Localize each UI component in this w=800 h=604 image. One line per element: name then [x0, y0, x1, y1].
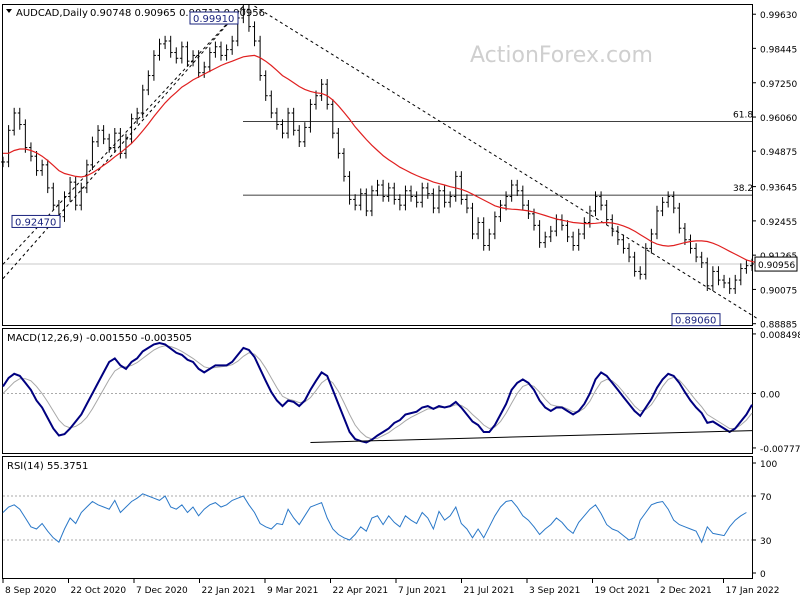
last-price-label: 0.90956 — [758, 261, 795, 271]
rsi-line — [2, 493, 747, 544]
x-tick-label: 2 Dec 2021 — [660, 586, 712, 596]
symbol-title: AUDCAD,Daily — [16, 8, 88, 19]
price-tick-label: 0.88885 — [760, 321, 797, 331]
x-tick-label: 22 Oct 2020 — [71, 586, 127, 596]
watermark: ActionForex.com — [470, 43, 653, 68]
last-price-box — [754, 256, 798, 272]
macd-trendline — [310, 430, 753, 443]
trendline — [2, 5, 244, 265]
price-annotation-label: 0.92470 — [15, 217, 56, 228]
price-panel: 0.99630 0.98445 0.97250 0.96060 0.94875 0.936… — [1, 4, 798, 331]
price-annotation-box — [11, 214, 61, 228]
price-tick-label: 0.99630 — [760, 11, 797, 21]
fib-level-label: 38.2 — [733, 184, 753, 194]
price-tick-label: 0.94875 — [760, 148, 797, 158]
price-tick-label: 0.92455 — [760, 218, 797, 228]
price-tick-label: 0.90075 — [760, 286, 797, 296]
fib-level-label: 61.8 — [733, 111, 753, 121]
x-tick-label: 7 Dec 2020 — [136, 586, 188, 596]
rsi-tick-label: 30 — [760, 537, 772, 547]
x-tick-label: 3 Sep 2021 — [529, 586, 580, 596]
price-header: AUDCAD,Daily 0.90748 0.90965 0.90713 0.9… — [6, 8, 265, 19]
rsi-label: RSI(14) 55.3751 — [7, 461, 88, 472]
price-annotation-box — [189, 11, 239, 25]
rsi-panel-frame — [2, 456, 753, 579]
x-tick-label: 9 Mar 2021 — [267, 586, 318, 596]
x-tick-label: 8 Sep 2020 — [5, 586, 57, 596]
price-tick-label: 0.96060 — [760, 114, 797, 124]
trendline — [2, 5, 244, 279]
macd-tick-label: -0.007778 — [760, 445, 800, 455]
x-tick-label: 19 Oct 2021 — [595, 586, 651, 596]
sma-line — [3, 54, 758, 264]
ohlc-values: 0.90748 0.90965 0.90713 0.90956 — [90, 8, 265, 19]
x-tick-label: 22 Jan 2021 — [202, 586, 256, 596]
macd-tick-label: 0.008498 — [760, 331, 800, 341]
trendline — [254, 5, 758, 320]
price-tick-label: 0.93645 — [760, 184, 797, 194]
macd-panel: 0.008498 0.00 -0.007778 — [2, 331, 800, 455]
rsi-tick-label: 0 — [760, 570, 766, 580]
x-tick-label: 22 Apr 2021 — [333, 586, 389, 596]
macd-line — [2, 341, 753, 444]
price-tick-label: 0.98445 — [760, 45, 797, 55]
dropdown-arrow-icon[interactable] — [6, 9, 12, 13]
macd-tick-label: 0.00 — [760, 390, 780, 400]
price-annotation-label: 0.99910 — [193, 14, 234, 25]
macd-label: MACD(12,26,9) -0.001550 -0.003505 — [7, 333, 192, 344]
x-tick-label: 17 Jan 2022 — [726, 586, 780, 596]
rsi-tick-label: 70 — [760, 493, 772, 503]
macd-panel-frame — [2, 328, 753, 454]
x-axis: 8 Sep 2020 22 Oct 2020 7 Dec 2020 22 Jan 20… — [2, 579, 780, 596]
rsi-tick-label: 100 — [760, 460, 777, 470]
rsi-panel: 100 70 30 0 — [2, 460, 777, 580]
x-tick-label: 7 Jun 2021 — [398, 586, 446, 596]
price-tick-label: 0.97250 — [760, 80, 797, 90]
price-annotation-box — [671, 313, 721, 327]
x-tick-label: 21 Jul 2021 — [464, 586, 515, 596]
price-annotation-label: 0.89060 — [675, 316, 716, 327]
